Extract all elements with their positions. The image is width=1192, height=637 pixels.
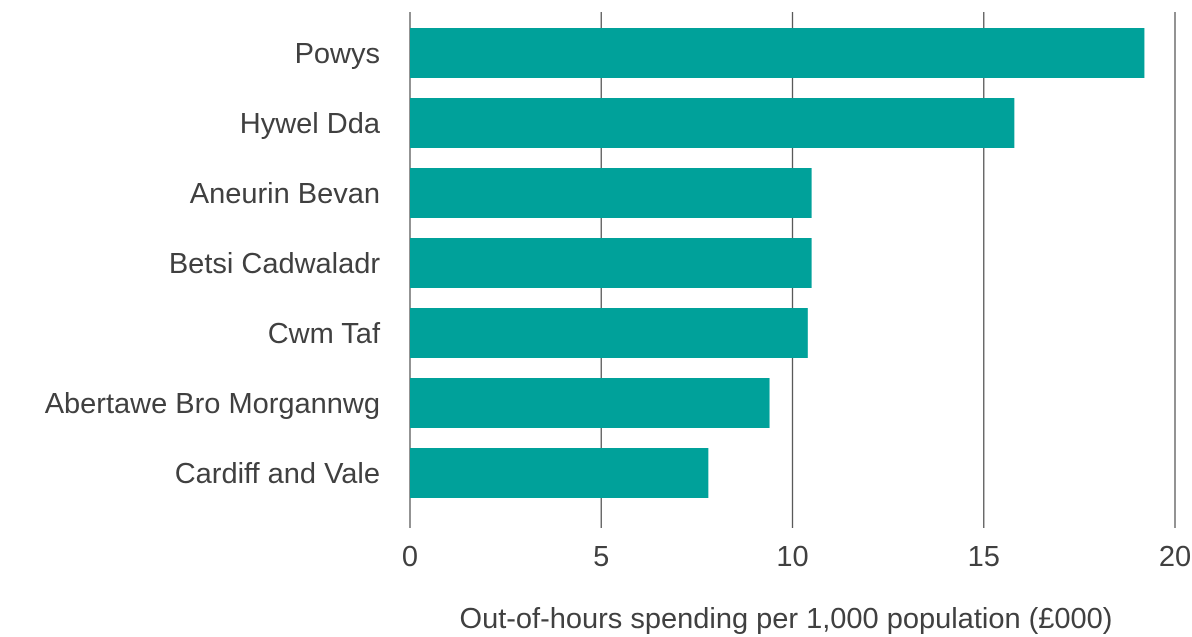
bar-betsi-cadwaladr	[410, 238, 812, 288]
category-labels: Powys Hywel Dda Aneurin Bevan Betsi Cadwala…	[45, 38, 381, 490]
bar-cwm-taf	[410, 308, 808, 358]
x-tick-label: 20	[1159, 541, 1191, 573]
bar-powys	[410, 28, 1145, 78]
category-label: Betsi Cadwaladr	[169, 248, 380, 280]
bar-aneurin-bevan	[410, 168, 812, 218]
x-tick-label: 5	[593, 541, 609, 573]
bar-cardiff-and-vale	[410, 448, 709, 498]
bar-abertawe-bro-morgannwg	[410, 378, 770, 428]
category-label: Hywel Dda	[240, 108, 381, 140]
x-tick-labels: 0 5 10 15 20	[402, 541, 1191, 573]
category-label: Aneurin Bevan	[190, 178, 380, 210]
category-label: Abertawe Bro Morgannwg	[45, 388, 380, 420]
bars	[410, 28, 1145, 498]
category-label: Cardiff and Vale	[175, 458, 380, 490]
category-label: Cwm Taf	[268, 318, 381, 350]
x-axis-title: Out-of-hours spending per 1,000 populati…	[460, 603, 1113, 635]
category-label: Powys	[295, 38, 380, 70]
bar-hywel-dda	[410, 98, 1015, 148]
x-tick-label: 15	[968, 541, 1000, 573]
x-tick-label: 0	[402, 541, 418, 573]
x-tick-label: 10	[776, 541, 808, 573]
